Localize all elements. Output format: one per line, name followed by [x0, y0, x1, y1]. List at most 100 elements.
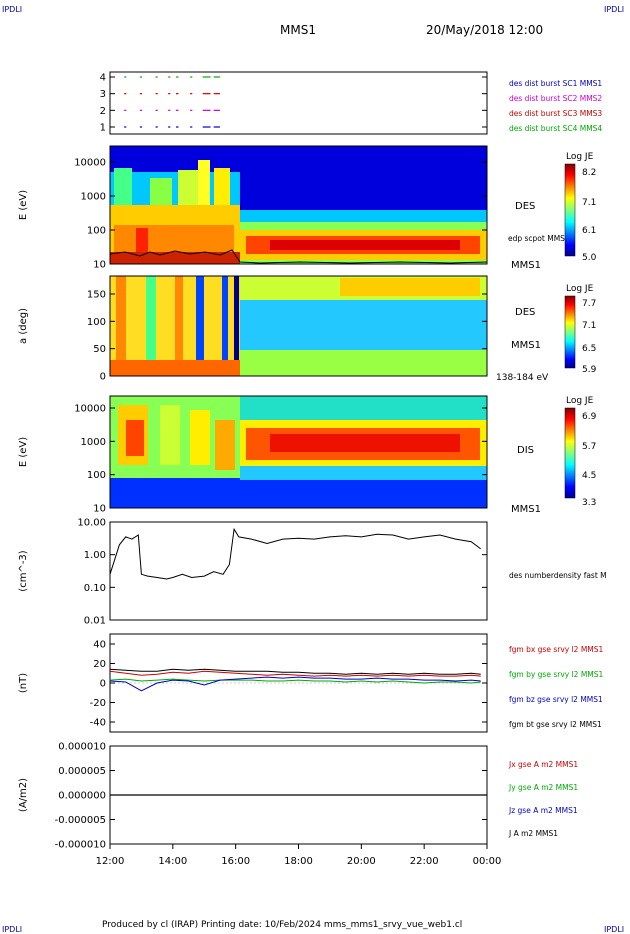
- panel-dis-energy: 10000 1000 100 10 E (eV) DIS MMS1 Log JE 6.…: [18, 395, 597, 515]
- des-e-y-tick-label-1: 1000: [81, 192, 106, 203]
- burst-y-tick-label-2: 2: [100, 106, 106, 117]
- current-y-tick-label-3: -0.000005: [55, 815, 106, 826]
- des-pitch-label: DES: [515, 307, 535, 318]
- dis-energy-y-ticks: 10000 1000 100 10: [74, 404, 487, 515]
- density-ylabel: (cm^-3): [18, 550, 29, 591]
- current-ylabel: (A/m2): [18, 778, 29, 812]
- dis-energy-cb-tick-3: 4.5: [582, 471, 596, 481]
- bz-line: [109, 676, 481, 692]
- dis-energy-sc-label: MMS1: [511, 504, 541, 515]
- dis-energy-label: DIS: [517, 445, 534, 456]
- bt-line: [109, 668, 481, 675]
- current-legend-jx: Jx gse A m2 MMS1: [508, 760, 578, 769]
- dis-energy-cb-tick-1: 6.9: [582, 412, 597, 422]
- des-energy-overlay-label: edp scpot MMS1: [508, 234, 570, 243]
- bfield-y-tick-label-2: 0: [100, 679, 106, 690]
- des-p-y-tick-label-2: 50: [93, 344, 106, 355]
- burst-legend-3: des dist burst SC3 MMS3: [509, 109, 602, 118]
- des-e-y-tick-label-0: 10000: [74, 158, 106, 169]
- corner-label-tl: IPDLI: [2, 5, 22, 14]
- des-p-y-tick-label-3: 0: [100, 372, 106, 383]
- current-y-tick-label-4: -0.000010: [55, 840, 106, 851]
- time-tick-label-4: 20:00: [347, 856, 376, 867]
- bfield-y-tick-label-0: 40: [93, 640, 106, 651]
- density-legend: des numberdensity fast M: [509, 571, 607, 580]
- bx-line: [109, 670, 481, 677]
- des-pitch-frame: [109, 275, 488, 377]
- by-line: [109, 678, 481, 684]
- bfield-y-ticks: 40 20 0 -20 -40: [90, 640, 487, 729]
- corner-label-bl: IPDLI: [2, 925, 22, 934]
- bfield-y-tick-label-1: 20: [93, 659, 106, 670]
- density-y-tick-label-0: 10.00: [77, 518, 106, 529]
- des-energy-colorbar: [564, 163, 576, 257]
- time-tick-label-2: 16:00: [221, 856, 250, 867]
- des-pitch-ylabel: a (deg): [18, 308, 29, 344]
- des-pitch-spectrogram: [110, 276, 487, 376]
- bfield-legend-bx: fgm bx gse srvy l2 MMS1: [509, 645, 604, 654]
- des-energy-y-ticks: 10000 1000 100 10: [74, 158, 487, 271]
- des-energy-spectrogram: [109, 146, 488, 264]
- panel-burst: 4 3 2 1 des dist burst SC1 MMS1 des dist bu…: [100, 71, 602, 135]
- time-tick-label-1: 14:00: [158, 856, 187, 867]
- dis-e-y-tick-label-1: 1000: [81, 437, 106, 448]
- current-y-tick-label-0: 0.000010: [58, 742, 106, 753]
- bfield-ylabel: (nT): [18, 673, 29, 693]
- burst-y-tick-label-3: 1: [100, 123, 106, 134]
- bfield-legend-bz: fgm bz gse srvy l2 MMS1: [509, 695, 603, 704]
- des-pitch-cb-tick-3: 6.5: [582, 344, 596, 354]
- dis-energy-ylabel: E (eV): [18, 437, 29, 467]
- des-pitch-colorbar-title: Log JE: [566, 284, 594, 294]
- panel-bfield: 40 20 0 -20 -40 (nT) fgm bx gse srvy l2 MMS1…: [18, 633, 604, 733]
- time-tick-label-6: 00:00: [473, 856, 502, 867]
- time-axis: 12:00 14:00 16:00 18:00 20:00 22:00 00:00: [96, 844, 502, 867]
- bfield-y-tick-label-4: -40: [90, 718, 106, 729]
- dis-e-y-tick-label-0: 10000: [74, 404, 106, 415]
- dis-energy-colorbar: [564, 407, 576, 499]
- des-pitch-cb-tick-2: 7.1: [582, 321, 596, 331]
- panel-des-energy: 10000 1000 100 10 E (eV) DES edp scpot MMS1…: [18, 145, 597, 271]
- bfield-y-tick-label-3: -20: [90, 698, 106, 709]
- des-energy-ylabel: E (eV): [18, 190, 29, 220]
- current-legend-jz: Jz gse A m2 MMS1: [508, 806, 578, 815]
- density-frame: [109, 521, 488, 621]
- corner-label-tr: IPDLI: [604, 5, 624, 14]
- current-legend-j: J A m2 MMS1: [508, 829, 558, 838]
- scpot-line: [109, 249, 488, 264]
- des-pitch-y-ticks: 150 100 50 0: [87, 290, 487, 383]
- time-tick-label-0: 12:00: [96, 856, 125, 867]
- corner-label-br: IPDLI: [604, 925, 624, 934]
- des-pitch-range-label: 138-184 eV: [496, 373, 549, 383]
- dis-energy-cb-tick-4: 3.3: [582, 498, 596, 508]
- des-energy-frame: [109, 145, 488, 265]
- des-energy-cb-tick-3: 6.1: [582, 226, 596, 236]
- time-tick-label-5: 22:00: [410, 856, 439, 867]
- current-y-tick-label-1: 0.000005: [58, 766, 106, 777]
- dis-energy-colorbar-title: Log JE: [566, 396, 594, 406]
- dis-e-y-tick-label-3: 10: [93, 504, 106, 515]
- des-p-y-tick-label-1: 100: [87, 317, 106, 328]
- burst-y-tick-label-0: 4: [100, 73, 106, 84]
- panel-des-pitch: 150 100 50 0 a (deg) DES MMS1 138-184 eV Lo…: [18, 275, 597, 383]
- des-energy-cb-tick-4: 5.0: [582, 253, 597, 263]
- des-pitch-sc-label: MMS1: [511, 340, 541, 351]
- panel-density: 10.00 1.00 0.10 0.01 (cm^-3) des numberdens…: [18, 518, 607, 627]
- panel-current: 0.000010 0.000005 0.000000 -0.000005 -0.0000…: [18, 742, 578, 851]
- dis-energy-frame: [109, 395, 488, 509]
- des-pitch-cb-tick-1: 7.7: [582, 299, 596, 309]
- burst-legend-1: des dist burst SC1 MMS1: [509, 79, 602, 88]
- des-energy-cb-tick-1: 8.2: [582, 168, 596, 178]
- bfield-legend-by: fgm by gse srvy l2 MMS1: [509, 670, 604, 679]
- current-y-ticks: 0.000010 0.000005 0.000000 -0.000005 -0.0000…: [55, 742, 487, 851]
- des-energy-cb-tick-2: 7.1: [582, 198, 596, 208]
- footer-text: Produced by cl (IRAP) Printing date: 10/…: [102, 920, 462, 930]
- des-e-y-tick-label-3: 10: [93, 260, 106, 271]
- des-e-y-tick-label-2: 100: [87, 226, 106, 237]
- density-line: [109, 527, 482, 580]
- density-y-tick-label-1: 1.00: [84, 550, 106, 561]
- des-pitch-cb-tick-4: 5.9: [582, 365, 597, 375]
- des-energy-sc-label: MMS1: [511, 260, 541, 271]
- des-pitch-colorbar: [564, 295, 576, 369]
- des-energy-colorbar-title: Log JE: [566, 152, 594, 162]
